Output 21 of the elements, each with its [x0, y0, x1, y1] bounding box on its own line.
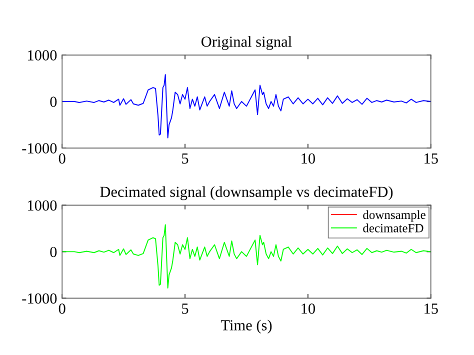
legend-label: decimateFD [363, 224, 424, 232]
y-tick-label: 1000 [28, 200, 57, 211]
x-tick-label: 15 [424, 153, 438, 164]
x-tick-label: 0 [58, 153, 66, 164]
x-axis-title: Time (s) [220, 320, 272, 334]
x-tick-label: 15 [424, 304, 438, 314]
y-tick-label: -1000 [22, 293, 57, 304]
x-tick-label: 10 [302, 304, 315, 314]
chart-title: Decimated signal (downsample vs decimateFD) [100, 186, 393, 200]
y-tick-label: 0 [50, 246, 57, 258]
legend-label: downsample [363, 210, 426, 222]
y-tick-label: 0 [50, 96, 57, 107]
y-tick-label: 1000 [28, 50, 57, 60]
x-tick-label: 0 [58, 304, 66, 314]
x-tick-label: 5 [182, 153, 188, 164]
chart-title: Original signal [201, 36, 292, 50]
line-series [62, 224, 431, 288]
x-tick-label: 5 [182, 304, 188, 314]
y-tick-label: -1000 [22, 143, 57, 154]
line-series [62, 74, 431, 138]
x-tick-label: 10 [302, 153, 315, 164]
